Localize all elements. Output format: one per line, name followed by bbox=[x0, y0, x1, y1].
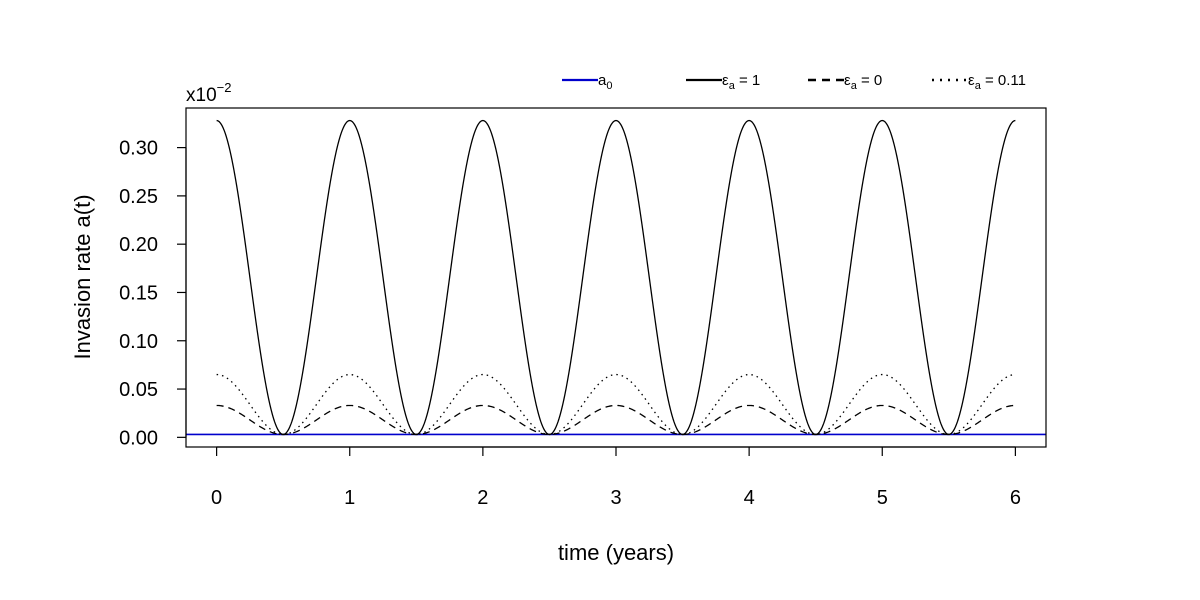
x-tick-label: 1 bbox=[344, 487, 355, 509]
y-tick-label: 0.30 bbox=[119, 138, 158, 160]
x-tick-label: 4 bbox=[744, 487, 755, 509]
x-axis: 0 1 2 3 4 5 6 bbox=[211, 446, 1021, 509]
legend-label: a0 bbox=[598, 72, 612, 92]
legend-label: εa = 1 bbox=[722, 72, 760, 92]
plot-frame bbox=[185, 107, 1047, 448]
legend-label: εa = 0.11 bbox=[968, 72, 1026, 92]
y-axis-title: Invasion rate a(t) bbox=[70, 194, 95, 359]
y-tick-label: 0.25 bbox=[119, 186, 158, 208]
series-line-eps011 bbox=[216, 373, 1016, 436]
y-axis-multiplier: x10−2 bbox=[186, 80, 231, 106]
legend-item-eps011: εa = 0.11 bbox=[932, 72, 1026, 92]
x-tick-label: 6 bbox=[1010, 487, 1021, 509]
legend-item-a0: a0 bbox=[562, 72, 612, 92]
y-tick-label: 0.15 bbox=[119, 282, 158, 304]
y-axis: 0.00 0.05 0.10 0.15 0.20 0.25 0.30 bbox=[119, 138, 187, 449]
legend: a0 εa = 1 εa = 0 εa = 0.11 bbox=[562, 72, 1026, 92]
series-line-eps1 bbox=[216, 119, 1016, 436]
series-line-eps0 bbox=[216, 404, 1016, 436]
y-tick-label: 0.10 bbox=[119, 331, 158, 353]
y-multiplier-base: x10 bbox=[186, 85, 217, 106]
y-multiplier-exponent: −2 bbox=[217, 80, 232, 95]
x-axis-title: time (years) bbox=[558, 540, 674, 565]
legend-item-eps1: εa = 1 bbox=[686, 72, 760, 92]
x-tick-label: 2 bbox=[477, 487, 488, 509]
legend-item-eps0: εa = 0 bbox=[808, 72, 882, 92]
y-tick-label: 0.00 bbox=[119, 427, 158, 449]
legend-label: εa = 0 bbox=[844, 72, 882, 92]
series-layer bbox=[186, 119, 1046, 436]
x-tick-label: 0 bbox=[211, 487, 222, 509]
y-tick-label: 0.20 bbox=[119, 234, 158, 256]
x-tick-label: 5 bbox=[877, 487, 888, 509]
y-tick-label: 0.05 bbox=[119, 379, 158, 401]
x-tick-label: 3 bbox=[610, 487, 621, 509]
